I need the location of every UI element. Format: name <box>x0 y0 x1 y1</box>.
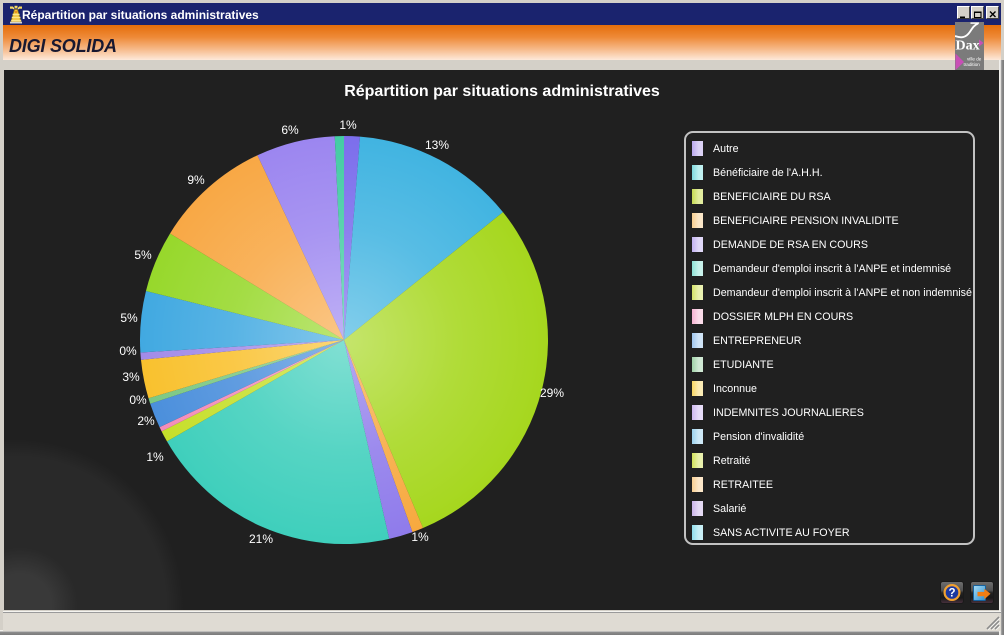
svg-text:?: ? <box>948 588 955 600</box>
svg-text:tradition: tradition <box>964 62 981 67</box>
svg-text:Dax: Dax <box>956 39 980 54</box>
svg-text:ville de: ville de <box>967 57 982 62</box>
